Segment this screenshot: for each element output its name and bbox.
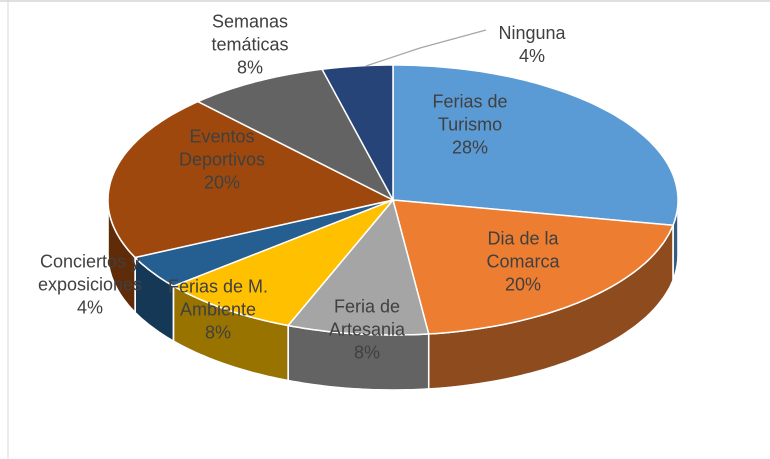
slice	[107, 100, 396, 259]
data-label: Feria de Artesania 8%	[317, 296, 417, 365]
category-label: Ferias de M. Ambiente	[167, 276, 269, 320]
data-label: Ferias de Turismo 28%	[415, 91, 525, 160]
value-label: 28%	[451, 137, 489, 158]
category-label: Ninguna	[498, 23, 566, 43]
data-label: Dia de la Comarca 20%	[473, 228, 573, 297]
slice	[320, 64, 394, 201]
value-label: 4%	[76, 297, 103, 318]
data-label: Ferias de M. Ambiente 8%	[153, 276, 283, 345]
slice	[171, 199, 394, 327]
data-label: Ninguna 4%	[482, 22, 582, 68]
data-label: Semanas temáticas 8%	[195, 11, 305, 80]
value-label: 20%	[203, 172, 241, 193]
category-label: Dia de la Comarca	[486, 228, 560, 272]
value-label: 4%	[518, 46, 545, 66]
slice	[391, 199, 675, 335]
value-label: 8%	[353, 342, 380, 363]
category-label: Ferias de Turismo	[432, 91, 508, 135]
category-label: Eventos Deportivos	[178, 126, 266, 170]
category-label: Conciertos y exposiciones	[37, 251, 143, 295]
data-label: Conciertos y exposiciones 4%	[25, 251, 155, 320]
value-label: 8%	[236, 57, 263, 78]
pie-tops	[107, 64, 679, 336]
category-label: Feria de Artesania	[328, 296, 406, 340]
data-label: Eventos Deportivos 20%	[167, 126, 277, 195]
value-label: 8%	[204, 322, 231, 343]
slice	[286, 198, 430, 336]
value-label: 20%	[504, 274, 542, 295]
slice	[196, 68, 395, 202]
leader-line	[365, 29, 487, 67]
slice	[392, 64, 679, 227]
slice	[133, 199, 394, 287]
category-label: Semanas temáticas	[211, 11, 289, 55]
